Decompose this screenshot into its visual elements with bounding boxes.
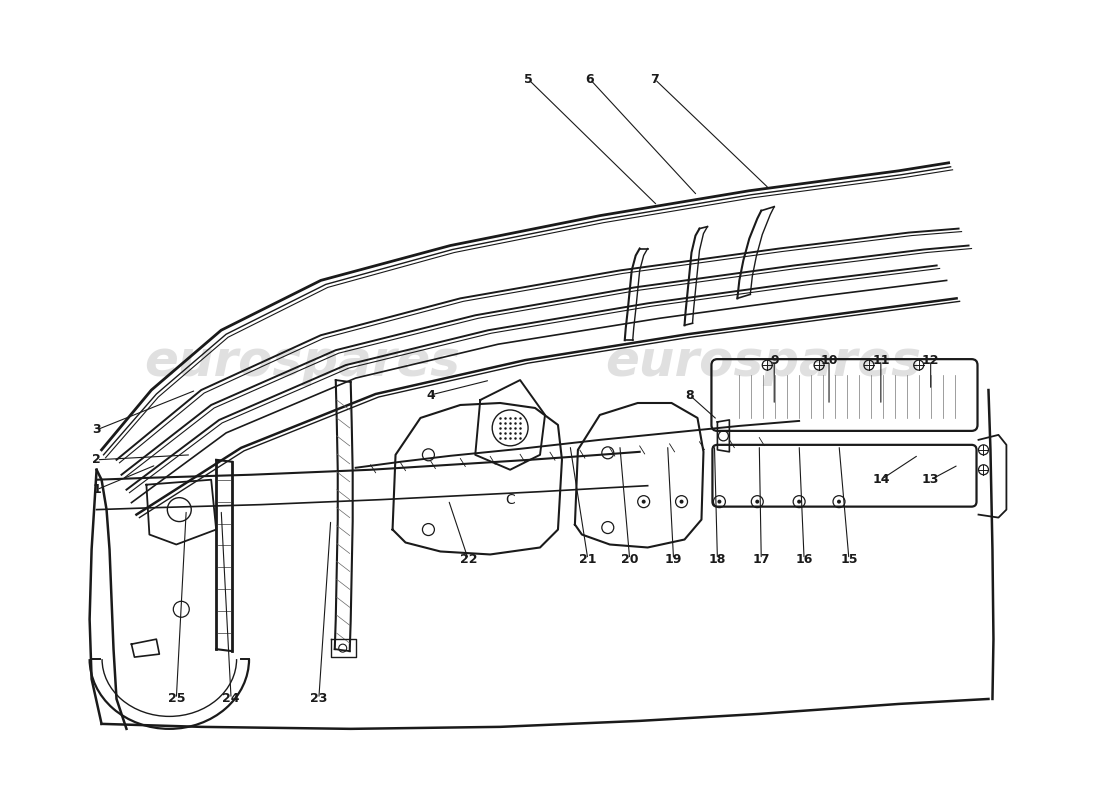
Text: 16: 16 [795,553,813,566]
Text: 17: 17 [752,553,770,566]
Circle shape [756,500,759,504]
Text: 12: 12 [922,354,939,366]
Text: 25: 25 [167,693,185,706]
Text: 5: 5 [524,73,532,86]
Text: 18: 18 [708,553,726,566]
Text: 20: 20 [621,553,638,566]
Circle shape [798,500,801,504]
Text: 19: 19 [664,553,682,566]
Text: 21: 21 [579,553,596,566]
Text: eurospares: eurospares [144,338,461,386]
Text: 14: 14 [872,474,890,486]
Text: 4: 4 [426,389,434,402]
Text: 2: 2 [92,454,101,466]
Text: 3: 3 [92,423,101,436]
Text: 10: 10 [821,354,838,366]
Text: 8: 8 [685,389,694,402]
Text: 15: 15 [840,553,858,566]
Text: 7: 7 [650,73,659,86]
Text: eurospares: eurospares [605,338,921,386]
Text: 13: 13 [922,474,939,486]
Text: 24: 24 [222,693,240,706]
Circle shape [717,500,722,504]
Text: 6: 6 [585,73,594,86]
Text: 23: 23 [310,693,328,706]
Text: 9: 9 [770,354,779,366]
Circle shape [837,500,842,504]
Circle shape [680,500,683,504]
Text: 22: 22 [460,553,477,566]
Text: 11: 11 [872,354,890,366]
Text: C: C [505,493,515,506]
Text: 1: 1 [92,483,101,496]
Circle shape [641,500,646,504]
